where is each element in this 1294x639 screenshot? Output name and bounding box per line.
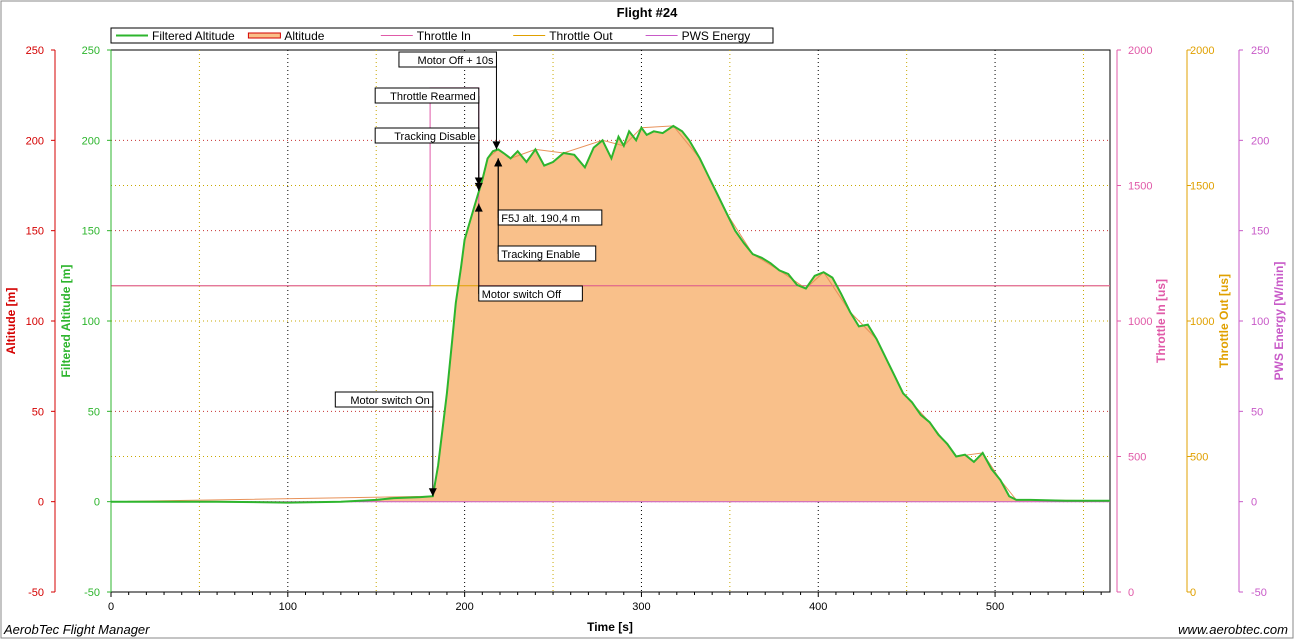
legend-label: Filtered Altitude xyxy=(152,29,235,43)
throttle_out-tick-label: 1000 xyxy=(1190,316,1214,328)
legend-label: Altitude xyxy=(284,29,324,43)
altitude-area xyxy=(111,125,1110,502)
filtered_altitude-tick-label: 0 xyxy=(94,497,100,509)
pws_energy-tick-label: 100 xyxy=(1251,316,1269,328)
x-tick-label: 100 xyxy=(279,601,297,613)
legend-swatch xyxy=(247,32,281,39)
website-link[interactable]: www.aerobtec.com xyxy=(1178,622,1288,637)
annotation-box xyxy=(398,51,497,68)
annotation-arrow xyxy=(474,203,483,212)
legend-item: Altitude xyxy=(247,29,325,43)
annotation-box xyxy=(478,285,583,302)
pws_energy-axis-label: PWS Energy [W/min] xyxy=(1272,262,1286,381)
annotation-box xyxy=(334,391,434,408)
throttle_out-axis-label: Throttle Out [us] xyxy=(1217,274,1231,368)
annotation-label: Throttle Rearmed xyxy=(390,91,476,103)
throttle_out-tick-label: 500 xyxy=(1190,452,1208,464)
annotation-box xyxy=(374,87,480,104)
app-name: AerobTec Flight Manager xyxy=(4,622,150,637)
pws_energy-tick-label: 250 xyxy=(1251,45,1269,57)
x-axis-label: Time [s] xyxy=(587,620,633,634)
pws_energy-tick-label: 50 xyxy=(1251,406,1263,418)
annotation: Motor switch On xyxy=(334,391,437,497)
x-tick-label: 200 xyxy=(455,601,473,613)
x-tick-label: 0 xyxy=(108,601,114,613)
annotation: F5J alt. 190,4 m xyxy=(494,158,603,226)
altitude-tick-label: 150 xyxy=(26,226,44,238)
annotation-arrow xyxy=(474,182,483,191)
legend-item: PWS Energy xyxy=(645,29,751,43)
filtered_altitude-tick-label: -50 xyxy=(84,587,100,599)
altitude-tick-label: -50 xyxy=(28,587,44,599)
annotation-label: Motor Off + 10s xyxy=(418,55,494,67)
altitude-tick-label: 0 xyxy=(38,497,44,509)
throttle_in-tick-label: 0 xyxy=(1128,587,1134,599)
annotation: Tracking Enable xyxy=(494,158,597,262)
x-tick-label: 500 xyxy=(986,601,1004,613)
throttle_out-tick-label: 2000 xyxy=(1190,45,1214,57)
altitude-tick-label: 200 xyxy=(26,135,44,147)
x-tick-label: 300 xyxy=(632,601,650,613)
annotation-box xyxy=(497,245,597,262)
annotation: Tracking Disable xyxy=(374,127,483,191)
legend-item: Throttle In xyxy=(380,29,471,43)
legend: Filtered Altitude Altitude Throttle In Thro… xyxy=(110,27,774,44)
altitude-tick-label: 250 xyxy=(26,45,44,57)
annotation-arrow xyxy=(428,488,437,497)
annotations: Motor Off + 10s Throttle Rearmed Tracking … xyxy=(334,51,603,497)
filtered_altitude-tick-label: 250 xyxy=(82,45,100,57)
legend-item: Filtered Altitude xyxy=(116,29,235,43)
pws_energy-tick-label: 150 xyxy=(1251,226,1269,238)
throttle_in-tick-label: 500 xyxy=(1128,452,1146,464)
legend-label: Throttle In xyxy=(417,29,471,43)
annotation-label: Motor switch On xyxy=(350,395,429,407)
pws_energy-tick-label: -50 xyxy=(1251,587,1267,599)
altitude-tick-label: 50 xyxy=(32,406,44,418)
annotation-arrow xyxy=(494,158,503,167)
throttle_out-tick-label: 1500 xyxy=(1190,181,1214,193)
chart-title: Flight #24 xyxy=(617,5,678,20)
filtered_altitude-tick-label: 50 xyxy=(88,406,100,418)
pws_energy-tick-label: 200 xyxy=(1251,135,1269,147)
annotation-label: Tracking Enable xyxy=(501,249,580,261)
legend-box xyxy=(110,27,774,44)
filtered_altitude-tick-label: 150 xyxy=(82,226,100,238)
axes: 0 100 200 300 400 500-50050100150200250Altitu… xyxy=(4,45,1286,613)
legend-item: Throttle Out xyxy=(513,29,613,43)
annotation-label: Motor switch Off xyxy=(482,289,562,301)
filtered_altitude-tick-label: 100 xyxy=(82,316,100,328)
annotation: Motor Off + 10s xyxy=(398,51,501,150)
annotation-box xyxy=(374,127,480,144)
altitude-fill xyxy=(111,125,1110,502)
series-filtered-altitude xyxy=(111,124,1110,504)
throttle_in-tick-label: 1500 xyxy=(1128,181,1152,193)
throttle_in-axis-label: Throttle In [us] xyxy=(1154,279,1168,363)
filtered_altitude-tick-label: 200 xyxy=(82,135,100,147)
throttle_in-tick-label: 2000 xyxy=(1128,45,1152,57)
pws_energy-tick-label: 0 xyxy=(1251,497,1257,509)
altitude-axis-label: Altitude [m] xyxy=(4,288,18,355)
legend-label: PWS Energy xyxy=(682,29,751,43)
legend-label: Throttle Out xyxy=(549,29,613,43)
annotation: Motor switch Off xyxy=(474,203,583,302)
annotation-label: F5J alt. 190,4 m xyxy=(501,213,580,225)
altitude-tick-label: 100 xyxy=(26,316,44,328)
x-tick-label: 400 xyxy=(809,601,827,613)
throttle_out-tick-label: 0 xyxy=(1190,587,1196,599)
annotation-arrow xyxy=(492,141,501,150)
annotation-label: Tracking Disable xyxy=(394,131,476,143)
filtered_altitude-axis-label: Filtered Altitude [m] xyxy=(59,265,73,378)
throttle_in-tick-label: 1000 xyxy=(1128,316,1152,328)
